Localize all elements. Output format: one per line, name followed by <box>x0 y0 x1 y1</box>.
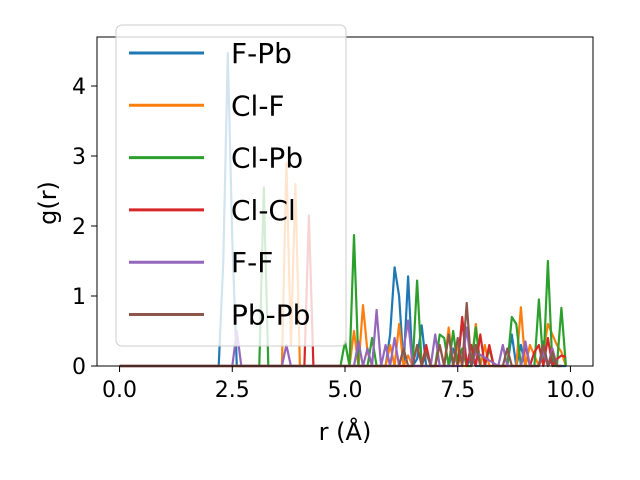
y-tick-label: 1 <box>72 285 86 310</box>
legend-label-f-f: F-F <box>231 246 273 279</box>
series-line-pb-pb <box>119 301 562 368</box>
y-axis-label: g(r) <box>34 181 62 225</box>
x-tick-label: 7.5 <box>440 378 475 403</box>
x-tick-label: 2.5 <box>215 378 250 403</box>
legend-label-cl-cl: Cl-Cl <box>231 194 296 227</box>
x-axis-label: r (Å) <box>319 417 372 446</box>
y-tick-label: 2 <box>72 215 86 240</box>
x-tick-label: 10.0 <box>546 378 595 403</box>
x-tick-label: 5.0 <box>328 378 363 403</box>
y-tick-label: 3 <box>72 145 86 170</box>
ticks-layer: 0.0 2.5 5.0 7.5 10.0 0 1 2 3 4 <box>72 75 595 403</box>
legend-label-cl-pb: Cl-Pb <box>231 142 303 175</box>
y-tick-label: 4 <box>72 75 86 100</box>
legend-label-pb-pb: Pb-Pb <box>231 299 310 332</box>
legend-label-f-pb: F-Pb <box>231 37 292 70</box>
legend-label-cl-f: Cl-F <box>231 89 285 122</box>
legend: F-Pb Cl-F Cl-Pb Cl-Cl F-F Pb-Pb <box>115 24 347 347</box>
x-tick-label: 0.0 <box>102 378 137 403</box>
y-tick-label: 0 <box>72 355 86 380</box>
